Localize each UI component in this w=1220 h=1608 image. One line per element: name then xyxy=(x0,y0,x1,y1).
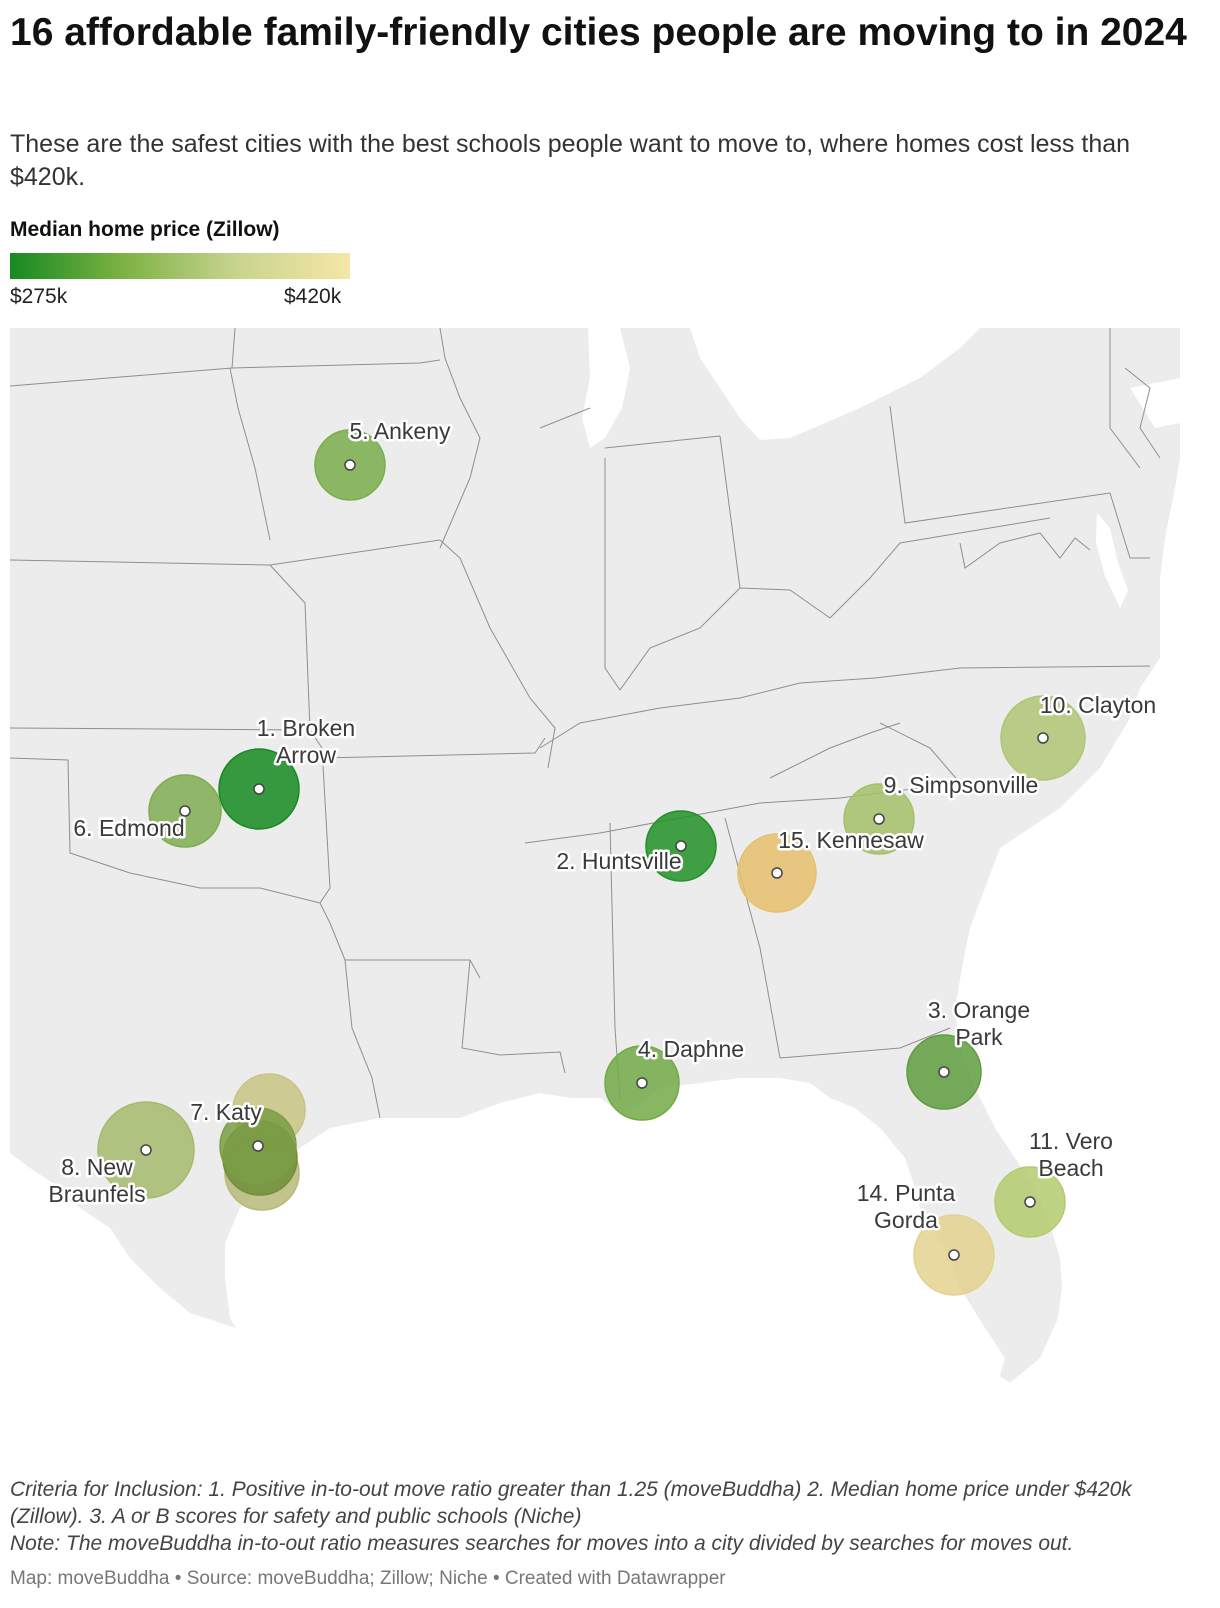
city-marker-dot xyxy=(873,813,885,825)
city-label-line: 8. New xyxy=(61,1154,133,1180)
chart-title: 16 affordable family-friendly cities peo… xyxy=(10,11,1187,54)
city-marker-dot xyxy=(253,783,265,795)
state-border-line xyxy=(889,405,1111,524)
city-label-line: 4. Daphne xyxy=(638,1036,744,1062)
city-label-line: 5. Ankeny xyxy=(349,418,451,444)
city-labels: 5. Ankeny 1. Broken Arrow 6. Edmond 2. Hunts… xyxy=(46,416,1159,1236)
city-label-line: 11. Vero xyxy=(1029,1128,1113,1154)
city-marker-dot xyxy=(252,1140,264,1152)
legend-title: Median home price (Zillow) xyxy=(10,218,280,241)
city-label: 9. Simpsonville xyxy=(884,772,1039,798)
city-label: 10. Clayton xyxy=(1040,692,1156,718)
city-label: 11. Vero Beach xyxy=(1029,1128,1113,1181)
notes: Criteria for Inclusion: 1. Positive in-t… xyxy=(10,1476,1210,1557)
state-border-line xyxy=(619,587,831,691)
city-marker-dot xyxy=(636,1077,648,1089)
city-label-line: Park xyxy=(955,1024,1003,1050)
state-border-line xyxy=(461,959,566,1074)
city-marker-dot xyxy=(948,1249,960,1261)
city-marker-dot xyxy=(344,459,356,471)
state-border-line xyxy=(229,367,271,541)
state-border-line xyxy=(1109,492,1150,559)
state-border-line xyxy=(9,727,311,731)
city-marker-dot xyxy=(1024,1196,1036,1208)
ratio-note: Note: The moveBuddha in-to-out ratio mea… xyxy=(10,1532,1074,1555)
state-border-line xyxy=(539,665,1151,749)
city-marker-dot xyxy=(938,1066,950,1078)
footer-credits: Map: moveBuddha • Source: moveBuddha; Zi… xyxy=(10,1568,726,1589)
city-label-line: 14. Punta xyxy=(857,1180,956,1206)
city-label-line: 10. Clayton xyxy=(1040,692,1156,718)
city-marker-dot xyxy=(771,867,783,879)
state-border-line xyxy=(829,517,1051,619)
chesapeake-bay xyxy=(1096,513,1128,608)
water-bodies xyxy=(582,328,1180,608)
state-border-line xyxy=(321,737,546,759)
city-label-line: 1. Broken xyxy=(257,715,355,741)
state-border-line xyxy=(344,959,381,1119)
lake-erie xyxy=(690,328,980,440)
city-label: 2. Huntsville xyxy=(556,848,681,874)
state-border-line xyxy=(779,1027,951,1059)
city-marker-dot xyxy=(179,805,191,817)
city-marker-dot xyxy=(140,1144,152,1156)
city-label-line: Braunfels xyxy=(48,1181,145,1207)
state-border-line xyxy=(604,435,721,449)
city-label-line: 15. Kennesaw xyxy=(778,827,924,853)
state-border-line xyxy=(879,722,961,784)
state-border-line xyxy=(539,407,591,429)
city-label: 8. New Braunfels xyxy=(48,1154,145,1207)
state-border-line xyxy=(1109,328,1141,469)
state-border-line xyxy=(959,532,1091,569)
state-border-line xyxy=(724,817,781,1059)
city-label-line: Arrow xyxy=(276,742,336,768)
city-label: 1. Broken Arrow xyxy=(257,715,355,768)
city-label: 4. Daphne xyxy=(638,1036,744,1062)
legend-min-label: $275k xyxy=(10,285,68,308)
city-marker-dot xyxy=(675,840,687,852)
city-label: 3. Orange Park xyxy=(928,997,1030,1050)
city-label: 15. Kennesaw xyxy=(778,827,924,853)
city-markers xyxy=(140,459,1049,1261)
state-border-line xyxy=(439,539,556,769)
legend-color-scale xyxy=(10,253,350,279)
state-border-line xyxy=(269,564,331,904)
city-marker-dot xyxy=(1037,732,1049,744)
city-label-line: 9. Simpsonville xyxy=(884,772,1039,798)
state-border-line xyxy=(9,359,441,387)
state-border-line xyxy=(719,435,741,589)
city-label-line: 7. Katy xyxy=(190,1099,262,1125)
city-label: 14. Punta Gorda xyxy=(857,1180,956,1233)
criteria-note: Criteria for Inclusion: 1. Positive in-t… xyxy=(10,1478,1132,1528)
city-label: 5. Ankeny xyxy=(349,418,451,444)
state-border-line xyxy=(604,458,621,691)
city-label-line: Gorda xyxy=(874,1207,938,1233)
legend-max-label: $420k xyxy=(284,285,342,308)
state-border-line xyxy=(439,328,481,549)
state-borders xyxy=(9,328,1161,1119)
city-label-line: 6. Edmond xyxy=(73,815,184,841)
state-border-line xyxy=(9,757,321,904)
atlantic-inlet xyxy=(1130,378,1180,428)
city-label-line: 3. Orange xyxy=(928,997,1030,1023)
city-label-line: 2. Huntsville xyxy=(556,848,681,874)
city-label-line: Beach xyxy=(1038,1155,1103,1181)
state-border-line xyxy=(1124,367,1161,459)
map[interactable]: 5. Ankeny 1. Broken Arrow 6. Edmond 2. Hunts… xyxy=(0,328,1220,1428)
state-border-line xyxy=(769,722,901,779)
state-border-line xyxy=(231,328,236,369)
state-border-line xyxy=(319,902,346,961)
chart-subtitle: These are the safest cities with the bes… xyxy=(10,130,1131,191)
city-label: 7. Katy xyxy=(190,1099,262,1125)
lake-michigan xyxy=(582,328,630,448)
city-label: 6. Edmond xyxy=(73,815,184,841)
